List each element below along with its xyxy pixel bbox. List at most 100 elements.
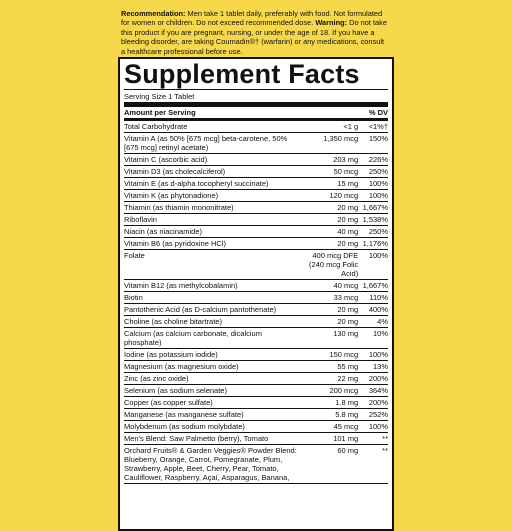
nutrient-row: Selenium (as sodium selenate) 200 mcg 364% <box>124 385 388 397</box>
nutrient-row: Thiamin (as thiamin mononitrate) 20 mg 1,6… <box>124 202 388 214</box>
nutrient-amount: 20 mg <box>303 239 359 248</box>
nutrient-row: Magnesium (as magnesium oxide) 55 mg 13% <box>124 361 388 373</box>
amount-text: 50 mcg <box>333 167 359 176</box>
nutrient-dv: 100% <box>368 191 388 200</box>
amount-text: 150 mcg <box>329 350 359 359</box>
nutrient-row: Riboflavin 20 mg 1,538% <box>124 214 388 226</box>
nutrient-dv: 1,667% <box>362 281 388 290</box>
nutrient-name: Total Carbohydrate <box>124 122 188 131</box>
recommendation: Recommendation: Men take 1 tablet daily,… <box>121 9 387 56</box>
amount-text: 15 mg <box>337 179 359 188</box>
amount-text: 5.8 mg <box>335 410 359 419</box>
warning-text: Do not take this product if you are preg… <box>121 18 387 56</box>
nutrient-dv: 250% <box>368 167 388 176</box>
nutrient-dv: 10% <box>372 329 388 338</box>
nutrient-dv: 252% <box>368 410 388 419</box>
amount-text: 1,350 mcg <box>323 134 359 143</box>
nutrient-amount: 203 mg <box>303 155 358 164</box>
nutrient-row: Manganese (as manganese sulfate) 5.8 mg 25… <box>124 409 388 421</box>
nutrient-amount: 55 mg <box>303 362 359 371</box>
nutrient-dv: ** <box>382 434 388 443</box>
nutrient-dv: 100% <box>368 179 388 188</box>
nutrient-amount: 40 mcg <box>303 281 359 290</box>
nutrient-amount: 130 mg <box>303 329 359 347</box>
nutrient-dv: 13% <box>372 362 388 371</box>
nutrient-dv: 100% <box>368 251 388 260</box>
nutrient-dv: 1,538% <box>362 215 388 224</box>
nutrient-row: Vitamin K (as phytonadione) 120 mcg 100% <box>124 190 388 202</box>
amount-text: 20 mg <box>337 215 359 224</box>
nutrient-name: Orchard Fruits® & Garden Veggies® Powder… <box>124 446 297 482</box>
nutrient-dv: 1,176% <box>362 239 388 248</box>
nutrient-dv: 200% <box>368 374 388 383</box>
nutrient-name: Iodine (as potassium iodide) <box>124 350 218 359</box>
amount-text: 40 mcg <box>333 281 359 290</box>
header-dv: % DV <box>368 108 388 117</box>
nutrient-row: Men's Blend: Saw Palmetto (berry), Tomat… <box>124 433 388 445</box>
facts-panel: Supplement Facts Serving Size 1 Tablet A… <box>118 57 394 531</box>
nutrient-dv: <1%† <box>368 122 388 131</box>
amount-text: 55 mg <box>337 362 359 371</box>
amount-text: 20 mg <box>337 239 359 248</box>
amount-text: 40 mg <box>337 227 359 236</box>
nutrient-row: Molybdenum (as sodium molybdate) 45 mcg 10… <box>124 421 388 433</box>
nutrient-amount: 60 mg <box>303 446 359 482</box>
nutrient-name: Pantothenic Acid (as D-calcium pantothen… <box>124 305 277 314</box>
amount-note: (240 mcg Folic Acid) <box>309 260 359 278</box>
nutrient-name: Copper (as copper sulfate) <box>124 398 213 407</box>
nutrient-row: Vitamin B12 (as methylcobalamin) 40 mcg 1,… <box>124 280 388 292</box>
nutrient-dv: 400% <box>368 305 388 314</box>
nutrient-name: Calcium (as calcium carbonate, dicalcium… <box>124 329 262 347</box>
nutrient-amount: 200 mcg <box>303 386 358 395</box>
amount-text: 20 mg <box>337 203 359 212</box>
nutrient-name: Zinc (as zinc oxide) <box>124 374 189 383</box>
nutrient-amount: 40 mg <box>303 227 359 236</box>
nutrient-dv: 110% <box>369 293 388 302</box>
nutrient-amount: 400 mcg DFE (240 mcg Folic Acid) <box>303 251 359 278</box>
amount-text: 22 mg <box>337 374 359 383</box>
nutrient-amount: 50 mcg <box>303 167 359 176</box>
nutrient-name: Vitamin B6 (as pyridoxine HCl) <box>124 239 226 248</box>
nutrient-name: Selenium (as sodium selenate) <box>124 386 227 395</box>
rec-label: Recommendation: <box>121 9 186 18</box>
nutrient-row: Calcium (as calcium carbonate, dicalcium… <box>124 328 388 349</box>
nutrient-amount: <1 g <box>303 122 358 131</box>
nutrient-row: Vitamin E (as d-alpha tocopheryl succina… <box>124 178 388 190</box>
facts-title: Supplement Facts <box>124 59 360 89</box>
nutrient-amount: 120 mcg <box>303 191 359 200</box>
nutrient-row: Vitamin B6 (as pyridoxine HCl) 20 mg 1,176… <box>124 238 388 250</box>
nutrient-row: Choline (as choline bitartrate) 20 mg 4% <box>124 316 388 328</box>
nutrient-name: Molybdenum (as sodium molybdate) <box>124 422 245 431</box>
nutrient-dv: 100% <box>368 350 388 359</box>
nutrient-dv: 4% <box>377 317 388 326</box>
nutrient-amount: 101 mg <box>303 434 359 443</box>
amount-text: 60 mg <box>337 446 359 455</box>
nutrient-dv: 200% <box>368 398 388 407</box>
amount-text: 120 mcg <box>329 191 359 200</box>
nutrient-row: Copper (as copper sulfate) 1.8 mg 200% <box>124 397 388 409</box>
nutrient-row: Total Carbohydrate <1 g <1%† <box>124 121 388 133</box>
nutrient-name: Vitamin K (as phytonadione) <box>124 191 219 200</box>
amount-text: 20 mg <box>337 305 359 314</box>
nutrient-name: Choline (as choline bitartrate) <box>124 317 222 326</box>
nutrient-dv: 364% <box>368 386 388 395</box>
nutrient-amount: 5.8 mg <box>303 410 359 419</box>
nutrient-dv: 100% <box>368 422 388 431</box>
nutrient-amount: 20 mg <box>303 215 359 224</box>
nutrient-name: Vitamin A (as 50% [675 mcg] beta-caroten… <box>124 134 288 152</box>
amount-text: 130 mg <box>333 329 359 338</box>
header-amount: Amount per Serving <box>124 108 196 117</box>
nutrient-dv: 150% <box>368 134 388 143</box>
nutrient-amount: 150 mcg <box>303 350 359 359</box>
nutrient-row: Iodine (as potassium iodide) 150 mcg 100% <box>124 349 388 361</box>
nutrient-row: Pantothenic Acid (as D-calcium pantothen… <box>124 304 388 316</box>
amount-text: 1.8 mg <box>335 398 359 407</box>
rec-text: Men take 1 tablet daily, preferably with… <box>121 9 383 28</box>
amount-text: 101 mg <box>333 434 359 443</box>
amount-text: 20 mg <box>337 317 359 326</box>
rows: Total Carbohydrate <1 g <1%† Vitamin A (as … <box>124 121 388 484</box>
nutrient-row: Vitamin A (as 50% [675 mcg] beta-caroten… <box>124 133 388 154</box>
nutrient-name: Vitamin E (as d-alpha tocopheryl succina… <box>124 179 269 188</box>
nutrient-name: Thiamin (as thiamin mononitrate) <box>124 203 234 212</box>
nutrient-name: Folate <box>124 251 145 260</box>
